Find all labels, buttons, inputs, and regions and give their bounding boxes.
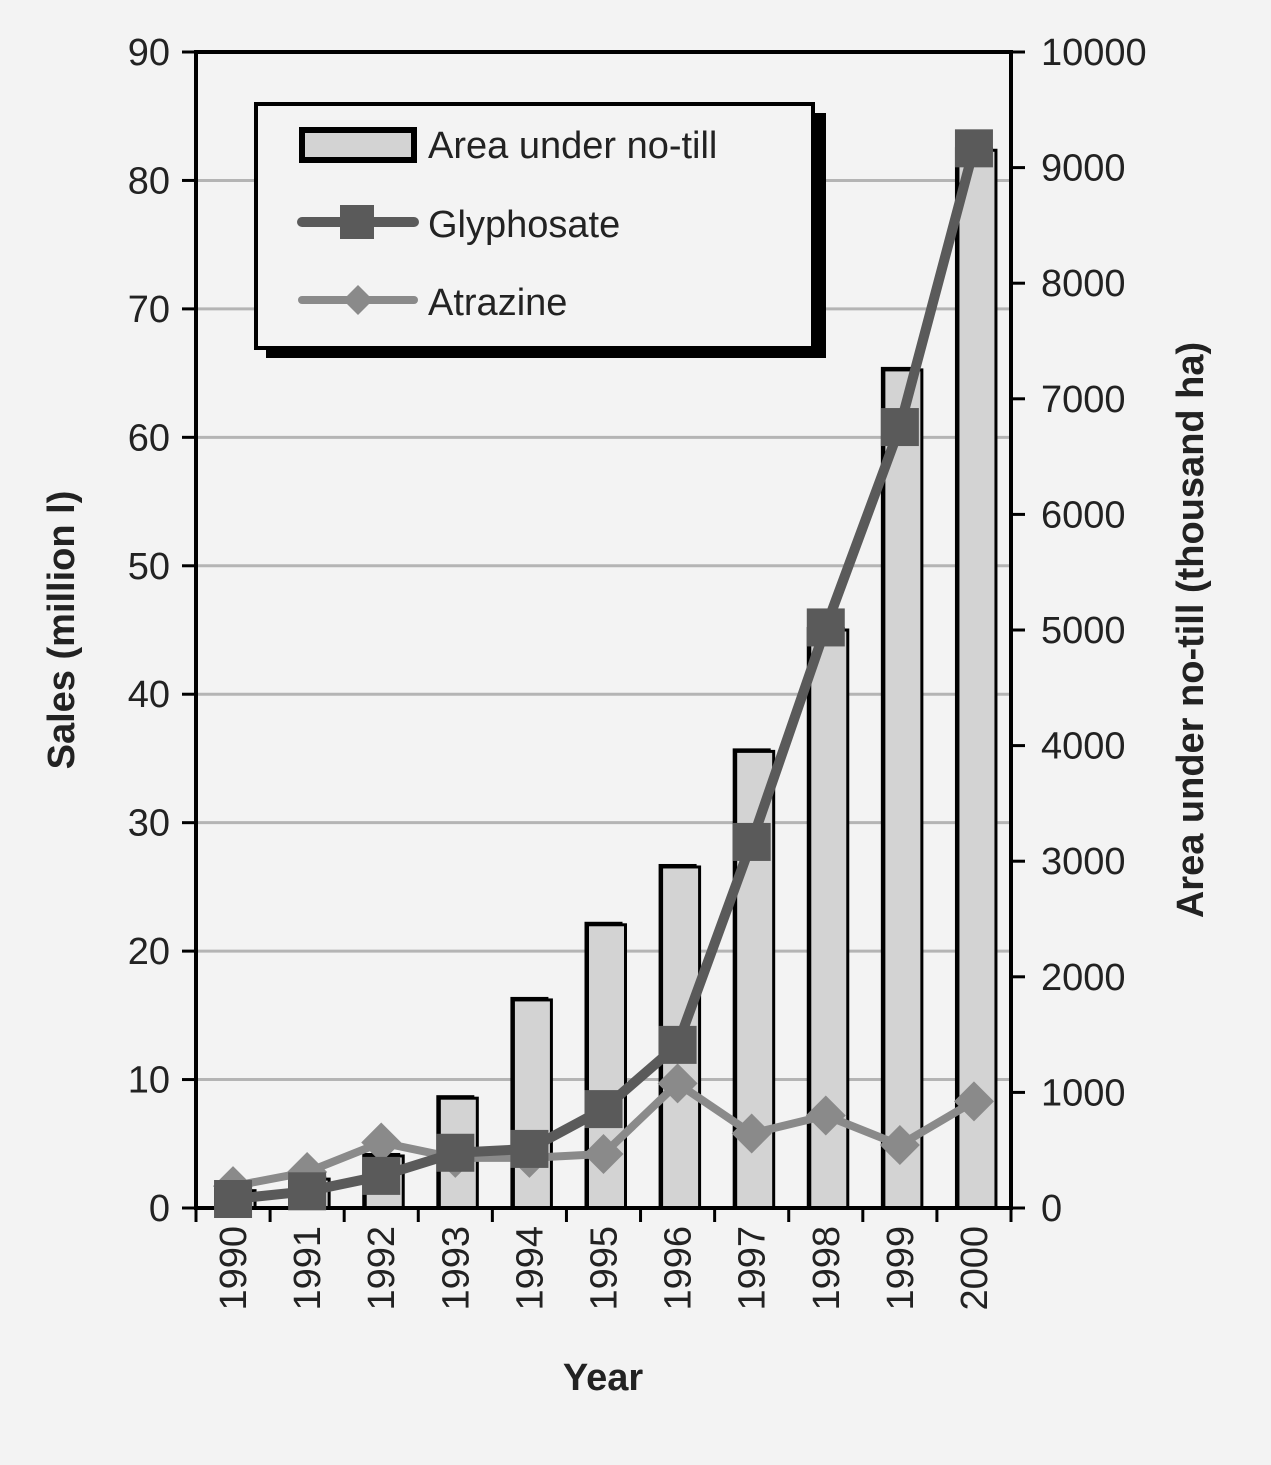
legend-marker-atrazine [343, 285, 373, 315]
y2-tick-label-8000: 8000 [1041, 263, 1126, 305]
y-axis-title: Sales (million l) [41, 491, 83, 770]
point-glyphosate-1998 [806, 608, 845, 647]
y2-tick-label-6000: 6000 [1041, 494, 1126, 536]
x-tick-label-1999: 1999 [880, 1226, 922, 1311]
x-tick-label-1995: 1995 [584, 1226, 626, 1311]
line-series [213, 129, 994, 1219]
legend-label-atrazine: Atrazine [428, 282, 567, 324]
y-tick-label-10: 10 [128, 1060, 170, 1102]
point-atrazine-1995 [583, 1134, 624, 1175]
point-glyphosate-1992 [362, 1156, 401, 1195]
y2-tick-label-7000: 7000 [1041, 379, 1126, 421]
bar-1999 [882, 368, 924, 1210]
y-tick-label-60: 60 [128, 417, 170, 459]
y2-tick-label-9000: 9000 [1041, 148, 1126, 190]
y2-tick-label-1000: 1000 [1041, 1072, 1126, 1114]
legend: Area under no-till Glyphosate Atrazine [254, 102, 826, 358]
y-tick-label-40: 40 [128, 674, 170, 716]
legend-marker-glyphosate [340, 205, 374, 239]
y-tick-label-30: 30 [128, 803, 170, 845]
y2-axis-title: Area under no-till (thousand ha) [1170, 342, 1212, 918]
axes: 0 10 20 30 40 50 60 70 80 90 0 1000 2000 3000 4000 5000… [128, 32, 1147, 1311]
point-glyphosate-1991 [288, 1172, 327, 1211]
bar-1994 [511, 998, 553, 1210]
x-tick-label-1993: 1993 [435, 1226, 477, 1311]
point-glyphosate-1997 [732, 822, 771, 861]
y2-tick-label-4000: 4000 [1041, 726, 1126, 768]
point-atrazine-2000 [953, 1081, 994, 1122]
x-tick-label-1996: 1996 [658, 1226, 700, 1311]
point-atrazine-1999 [879, 1125, 920, 1166]
point-glyphosate-2000 [954, 129, 993, 168]
legend-label-glyphosate: Glyphosate [428, 204, 620, 246]
y2-tick-label-2000: 2000 [1041, 957, 1126, 999]
y2-tick-label-5000: 5000 [1041, 610, 1126, 652]
legend-swatch-area-under-no-till [299, 127, 417, 163]
x-tick-label-1992: 1992 [361, 1226, 403, 1311]
x-tick-label-2000: 2000 [954, 1226, 996, 1311]
y-tick-label-80: 80 [128, 160, 170, 202]
point-glyphosate-1990 [214, 1180, 253, 1219]
y-tick-label-50: 50 [128, 546, 170, 588]
y2-tick-label-3000: 3000 [1041, 841, 1126, 883]
bar-series-area-under-no-till [214, 147, 998, 1210]
point-glyphosate-1993 [436, 1133, 475, 1172]
bar-2000 [956, 148, 998, 1210]
point-glyphosate-1994 [510, 1129, 549, 1168]
y2-tick-label-0: 0 [1041, 1188, 1062, 1230]
y-tick-label-0: 0 [149, 1188, 170, 1230]
x-tick-label-1998: 1998 [806, 1226, 848, 1311]
x-tick-label-1994: 1994 [509, 1226, 551, 1311]
point-atrazine-1996 [657, 1063, 698, 1104]
point-atrazine-1992 [361, 1122, 402, 1163]
x-axis-title: Year [563, 1357, 644, 1399]
point-atrazine-1997 [731, 1113, 772, 1154]
y-tick-label-70: 70 [128, 289, 170, 331]
x-tick-label-1990: 1990 [213, 1226, 255, 1311]
point-glyphosate-1995 [584, 1090, 623, 1129]
point-glyphosate-1996 [658, 1025, 697, 1064]
x-tick-label-1997: 1997 [732, 1226, 774, 1311]
point-atrazine-1998 [805, 1095, 846, 1136]
point-glyphosate-1999 [880, 408, 919, 447]
y2-tick-label-10000: 10000 [1041, 32, 1147, 74]
legend-label-area-under-no-till: Area under no-till [428, 125, 717, 167]
y-tick-label-20: 20 [128, 931, 170, 973]
y-tick-label-90: 90 [128, 32, 170, 74]
x-tick-label-1991: 1991 [287, 1226, 329, 1311]
